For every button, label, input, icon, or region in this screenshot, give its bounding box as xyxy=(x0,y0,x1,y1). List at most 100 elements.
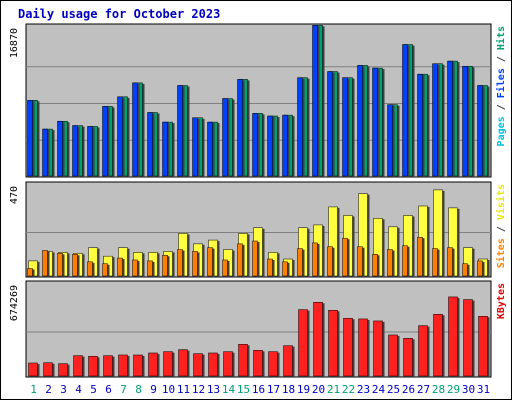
panel-kbytes-max-label: 674269 xyxy=(9,285,20,321)
panel-hits-series-label-part: / xyxy=(496,98,507,116)
panel-kbytes-bar-kbytes-day-11 xyxy=(178,349,188,377)
panel-kbytes-bar-kbytes-day-24 xyxy=(373,320,383,377)
x-tick-label-day-20: 20 xyxy=(312,383,325,396)
panel-visits-bar-sites-day-12 xyxy=(192,251,198,277)
panel-kbytes-bar-kbytes-day-12 xyxy=(193,353,203,377)
panel-kbytes-bar-kbytes-day-15 xyxy=(238,344,248,377)
panel-kbytes-bar-kbytes-day-16 xyxy=(253,350,263,377)
panel-hits-bar-files-day-5 xyxy=(87,126,93,177)
x-tick-label-day-13: 13 xyxy=(207,383,220,396)
panel-kbytes-bar-kbytes-day-25 xyxy=(388,334,398,377)
x-tick-label-day-3: 3 xyxy=(60,383,67,396)
panel-kbytes-bar-kbytes-day-21 xyxy=(328,310,338,377)
panel-kbytes-bar-kbytes-day-14 xyxy=(223,351,233,377)
x-tick-label-day-12: 12 xyxy=(192,383,205,396)
x-tick-label-day-4: 4 xyxy=(75,383,82,396)
panel-kbytes-bar-kbytes-day-28 xyxy=(433,314,443,377)
panel-kbytes-bar-kbytes-day-18 xyxy=(283,345,293,377)
panel-visits-bar-sites-day-19 xyxy=(297,248,303,277)
panel-visits-bar-sites-day-5 xyxy=(87,261,93,277)
panel-kbytes-bar-kbytes-day-22 xyxy=(343,318,353,377)
panel-visits-bar-sites-day-9 xyxy=(147,260,153,277)
panel-visits-bar-sites-day-7 xyxy=(117,257,123,277)
panel-visits-bar-sites-day-1 xyxy=(27,268,33,277)
x-tick-label-day-23: 23 xyxy=(357,383,370,396)
x-tick-label-day-28: 28 xyxy=(432,383,445,396)
x-tick-label-day-22: 22 xyxy=(342,383,355,396)
panel-visits-bar-sites-day-31 xyxy=(477,260,483,277)
panel-visits-bar-sites-day-29 xyxy=(447,247,453,277)
panel-visits-bar-sites-day-2 xyxy=(42,250,48,277)
x-tick-label-day-26: 26 xyxy=(402,383,415,396)
x-tick-label-day-9: 9 xyxy=(150,383,157,396)
x-tick-label-day-19: 19 xyxy=(297,383,310,396)
panel-hits-max-label: 16870 xyxy=(9,28,20,58)
x-tick-label-day-16: 16 xyxy=(252,383,265,396)
panel-visits-bar-sites-day-11 xyxy=(177,249,183,277)
panel-kbytes-bar-kbytes-day-6 xyxy=(103,355,113,377)
panel-kbytes-series-label-part: KBytes xyxy=(496,283,507,319)
x-tick-label-day-25: 25 xyxy=(387,383,400,396)
panel-visits-bar-sites-day-25 xyxy=(387,249,393,277)
x-tick-label-day-24: 24 xyxy=(372,383,386,396)
panel-visits-bar-sites-day-27 xyxy=(417,236,423,277)
panel-kbytes-bar-kbytes-day-8 xyxy=(133,354,143,377)
panel-visits-bar-sites-day-23 xyxy=(357,246,363,277)
x-tick-label-day-15: 15 xyxy=(237,383,250,396)
x-tick-label-day-6: 6 xyxy=(105,383,112,396)
panel-kbytes-bar-kbytes-day-9 xyxy=(148,352,158,377)
panel-visits-bar-sites-day-21 xyxy=(327,246,333,277)
panel-hits-bar-files-day-20 xyxy=(312,25,318,177)
panel-hits-series-label-part: Files xyxy=(495,68,507,98)
panel-visits-series-label-part: Visits xyxy=(495,184,507,220)
panel-visits-bar-sites-day-26 xyxy=(402,245,408,277)
panel-kbytes-bar-kbytes-day-27 xyxy=(418,325,428,377)
panel-hits-bar-files-day-6 xyxy=(102,106,108,177)
panel-hits-bar-files-day-4 xyxy=(72,125,78,177)
panel-hits-bar-files-day-24 xyxy=(372,67,378,177)
panel-kbytes-bar-kbytes-day-1 xyxy=(28,362,38,377)
x-tick-label-day-8: 8 xyxy=(135,383,142,396)
panel-kbytes-bar-kbytes-day-7 xyxy=(118,354,128,377)
x-tick-label-day-17: 17 xyxy=(267,383,280,396)
panel-visits-bar-sites-day-6 xyxy=(102,263,108,277)
panel-hits-series-label-part: / xyxy=(496,50,507,68)
x-tick-label-day-7: 7 xyxy=(120,383,127,396)
panel-visits-bar-sites-day-13 xyxy=(207,247,213,277)
panel-hits-bar-files-day-19 xyxy=(297,77,303,177)
x-tick-label-day-29: 29 xyxy=(447,383,460,396)
chart-title: Daily usage for October 2023 xyxy=(18,7,220,21)
panel-visits-bar-sites-day-30 xyxy=(462,263,468,277)
panel-hits-series-label-part: Pages xyxy=(496,116,507,146)
panel-visits-max-label: 470 xyxy=(9,186,20,204)
panel-visits-bar-sites-day-18 xyxy=(282,261,288,277)
panel-hits-bar-files-day-13 xyxy=(207,121,213,177)
panel-hits-bar-files-day-31 xyxy=(477,85,483,177)
panel-kbytes-bar-kbytes-day-2 xyxy=(43,362,53,377)
panel-visits-bar-sites-day-10 xyxy=(162,254,168,277)
x-tick-label-day-5: 5 xyxy=(90,383,97,396)
panel-hits-bar-files-day-8 xyxy=(132,82,138,177)
panel-kbytes-bar-kbytes-day-10 xyxy=(163,351,173,377)
panel-visits-bar-sites-day-16 xyxy=(252,240,258,277)
x-axis-day-labels: 1 2 3 4 5 6 7 8 9 10 11 12 13 14 15 16 17 18 19 20 21 22 23 24 2… xyxy=(30,383,490,396)
x-tick-label-day-1: 1 xyxy=(30,383,37,396)
panel-hits-bar-files-day-28 xyxy=(432,63,438,177)
panel-hits-bar-files-day-15 xyxy=(237,79,243,177)
panel-hits-bar-files-day-30 xyxy=(462,66,468,177)
panel-visits-bar-sites-day-17 xyxy=(267,258,273,277)
panel-hits-bar-files-day-10 xyxy=(162,121,168,177)
panel-hits: 16870 Pages / Files / Hits xyxy=(9,23,507,178)
x-tick-label-day-2: 2 xyxy=(45,383,52,396)
panel-visits-series-label: Sites / Visits xyxy=(495,184,507,268)
panel-hits-bar-files-day-21 xyxy=(327,71,333,177)
panel-hits-bar-files-day-29 xyxy=(447,60,453,177)
panel-hits-bar-files-day-17 xyxy=(267,115,273,177)
panel-hits-bar-files-day-23 xyxy=(357,65,363,177)
panel-hits-bar-files-day-1 xyxy=(27,100,33,177)
x-tick-label-day-27: 27 xyxy=(417,383,430,396)
panel-visits-bar-sites-day-20 xyxy=(312,242,318,277)
panel-hits-bar-files-day-16 xyxy=(252,113,258,177)
